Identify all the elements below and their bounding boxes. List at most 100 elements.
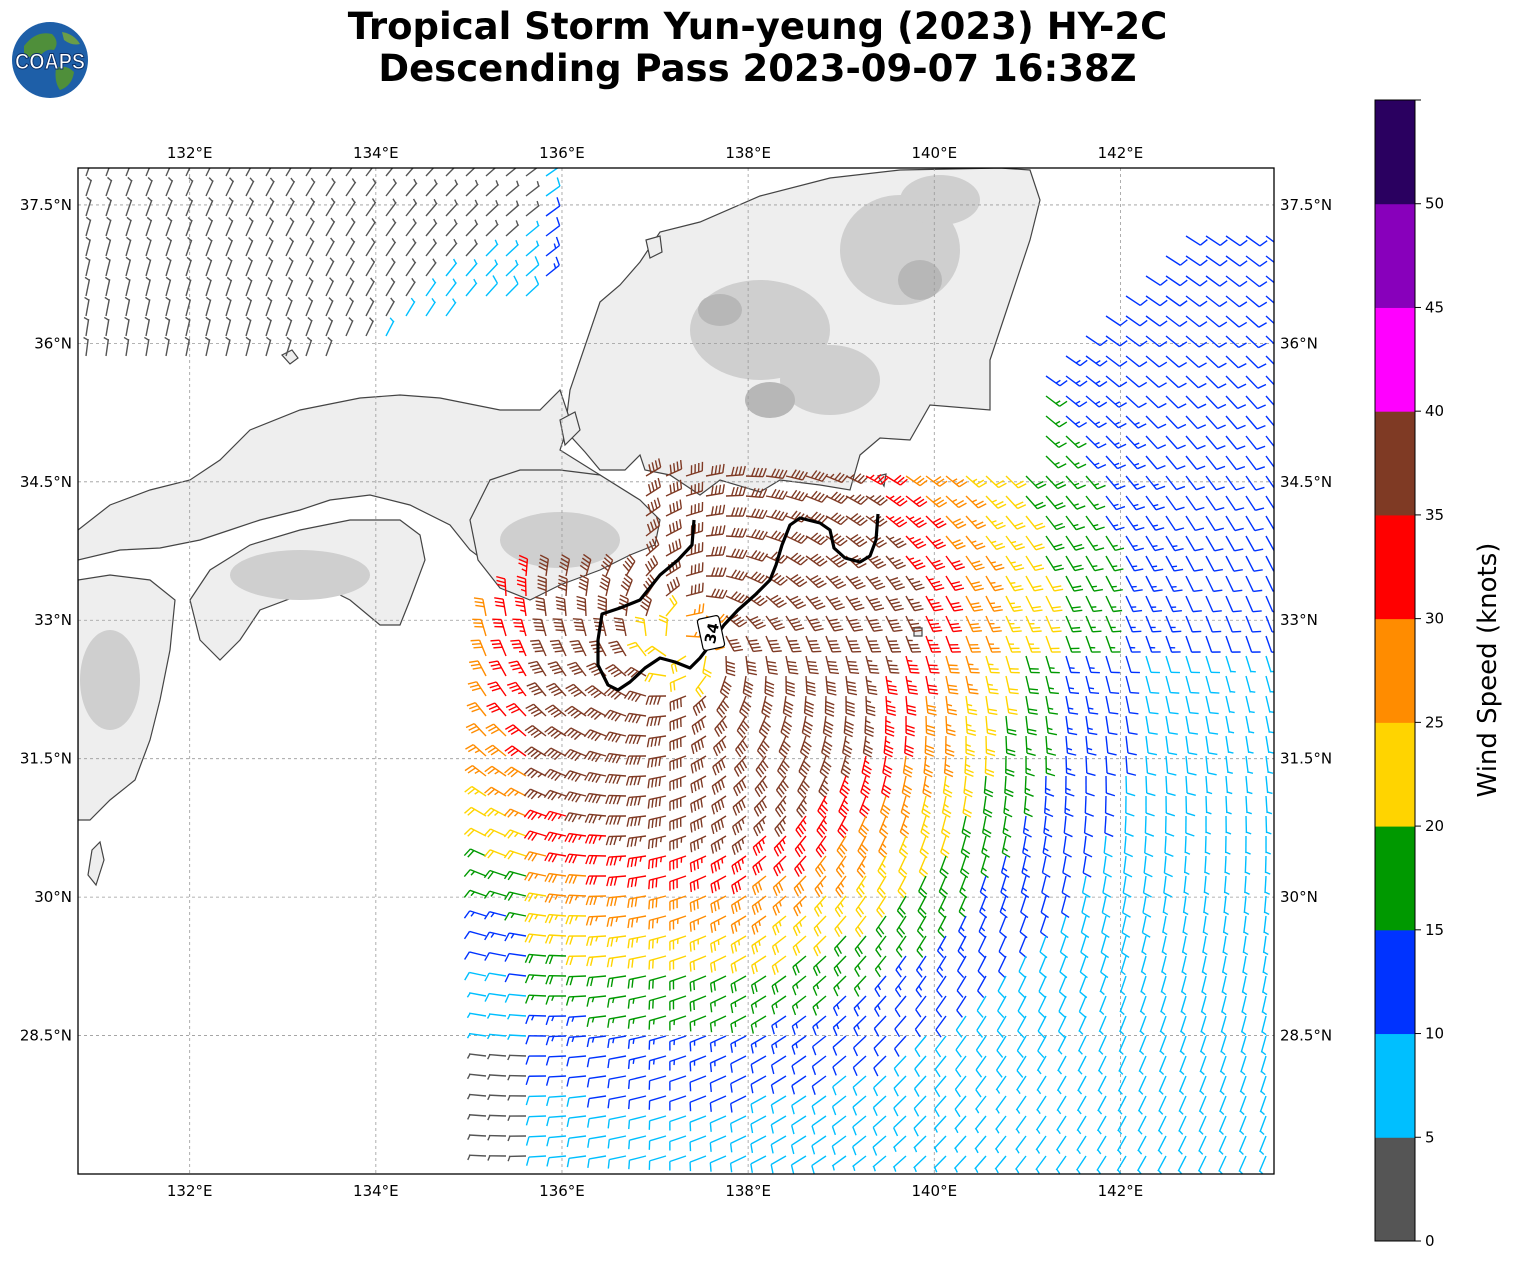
wind-barb bbox=[665, 519, 682, 537]
wind-barb bbox=[245, 177, 255, 197]
wind-barb bbox=[825, 512, 848, 526]
wind-barb bbox=[365, 237, 376, 257]
wind-barb bbox=[265, 197, 275, 217]
wind-barb bbox=[225, 316, 232, 337]
wind-barb bbox=[345, 277, 355, 297]
wind-barb bbox=[1185, 595, 1202, 613]
wind-barb bbox=[125, 236, 132, 257]
wind-barb bbox=[865, 595, 885, 612]
colorbar-tick-label: 10 bbox=[1425, 1025, 1444, 1043]
wind-barb bbox=[123, 336, 130, 357]
wind-barb bbox=[1085, 435, 1107, 449]
wind-barb bbox=[1185, 375, 1207, 389]
colorbar-segment bbox=[1375, 618, 1415, 723]
wind-barb bbox=[1165, 275, 1188, 287]
wind-barb bbox=[645, 536, 660, 557]
wind-barb bbox=[1105, 395, 1127, 408]
wind-barb bbox=[445, 238, 458, 257]
wind-barb bbox=[472, 618, 487, 637]
wind-barb bbox=[597, 595, 608, 617]
wind-barb bbox=[1245, 395, 1266, 410]
wind-barb bbox=[1145, 495, 1165, 511]
wind-barb bbox=[1085, 355, 1108, 367]
wind-barb bbox=[1005, 555, 1025, 571]
wind-barb bbox=[425, 238, 438, 257]
wind-barb bbox=[1225, 375, 1247, 389]
wind-barb bbox=[705, 588, 728, 599]
wind-barb bbox=[1085, 495, 1106, 511]
wind-barb bbox=[845, 635, 862, 653]
wind-barb bbox=[705, 484, 725, 497]
wind-barb bbox=[785, 635, 802, 653]
wind-barb bbox=[185, 316, 191, 337]
wind-barb bbox=[265, 296, 273, 317]
wind-barb bbox=[1105, 435, 1127, 449]
wind-barb bbox=[925, 515, 947, 529]
wind-barb bbox=[145, 256, 152, 277]
wind-barb bbox=[945, 535, 966, 550]
colorbar-tick-label: 20 bbox=[1425, 817, 1444, 835]
wind-barb bbox=[405, 178, 418, 197]
wind-barb bbox=[85, 168, 90, 177]
wind-barb bbox=[385, 238, 397, 257]
wind-barb bbox=[445, 298, 457, 317]
wind-barb bbox=[365, 168, 374, 177]
wind-barb bbox=[745, 487, 768, 499]
lon-tick-top: 136°E bbox=[539, 144, 585, 162]
wind-barb bbox=[785, 615, 805, 631]
wind-barb bbox=[965, 535, 986, 550]
wind-barb bbox=[805, 490, 829, 503]
wind-barb bbox=[185, 296, 192, 317]
wind-barb bbox=[514, 596, 527, 617]
wind-barb bbox=[165, 276, 172, 297]
wind-barb bbox=[1205, 395, 1227, 409]
wind-barb bbox=[345, 168, 353, 177]
wind-barb bbox=[785, 469, 808, 481]
wind-barb bbox=[1245, 335, 1267, 349]
wind-barb bbox=[845, 615, 863, 632]
wind-barb bbox=[325, 237, 335, 257]
wind-barb bbox=[525, 181, 540, 197]
wind-barb bbox=[765, 594, 787, 609]
wind-barb bbox=[204, 336, 211, 357]
wind-barb bbox=[634, 616, 647, 637]
wind-barb bbox=[1265, 295, 1274, 304]
wind-barb bbox=[1045, 435, 1067, 448]
wind-barb bbox=[644, 555, 659, 577]
wind-barb bbox=[613, 617, 627, 637]
wind-barb bbox=[1125, 315, 1148, 327]
wind-barb bbox=[1225, 355, 1247, 369]
wind-barb bbox=[405, 168, 414, 177]
colorbar-tick-label: 30 bbox=[1425, 610, 1444, 628]
wind-barb bbox=[1065, 595, 1083, 613]
wind-barb bbox=[825, 472, 849, 484]
colorbar: 0 5 10 15 20 25 30 35 40 45 50 bbox=[1374, 99, 1444, 1250]
wind-barb bbox=[85, 176, 93, 197]
wind-barb bbox=[85, 216, 92, 237]
wind-barb bbox=[1205, 295, 1228, 308]
wind-barb bbox=[1205, 515, 1224, 532]
wind-barb bbox=[83, 316, 90, 337]
wind-barb bbox=[865, 615, 883, 632]
wind-barb bbox=[1205, 615, 1222, 633]
wind-barb bbox=[1125, 595, 1143, 613]
wind-barb bbox=[85, 236, 91, 257]
wind-barb bbox=[845, 533, 868, 548]
wind-barb bbox=[1265, 235, 1274, 243]
wind-barb bbox=[1065, 375, 1088, 387]
wind-barb bbox=[518, 554, 529, 577]
wind-barb bbox=[1145, 535, 1164, 552]
wind-barb bbox=[1145, 395, 1167, 409]
wind-barb bbox=[1025, 515, 1046, 530]
wind-barb bbox=[492, 618, 507, 637]
wind-barb bbox=[285, 177, 296, 197]
lon-tick-top: 142°E bbox=[1098, 144, 1144, 162]
wind-barb bbox=[205, 236, 213, 257]
wind-barb bbox=[845, 494, 869, 506]
wind-barb bbox=[125, 256, 132, 277]
wind-barb bbox=[805, 615, 824, 632]
coaps-logo: COAPS bbox=[12, 22, 88, 98]
wind-barb bbox=[805, 574, 827, 589]
wind-barb bbox=[925, 575, 945, 591]
wind-barb bbox=[1065, 435, 1087, 449]
